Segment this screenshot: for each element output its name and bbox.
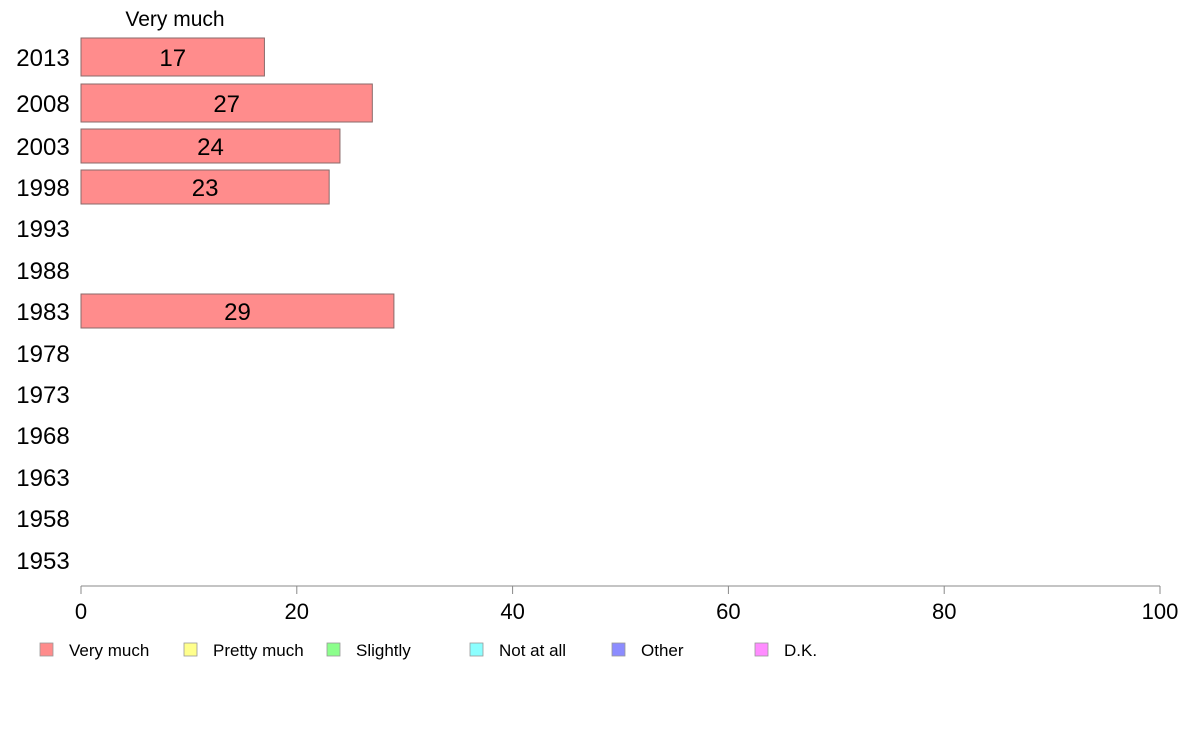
category-label: 2013 (16, 45, 69, 72)
category-label: 1998 (16, 175, 69, 202)
x-tick-label: 20 (285, 599, 309, 624)
legend-label: D.K. (784, 641, 817, 660)
category-label: 1978 (16, 341, 69, 368)
category-label: 1993 (16, 216, 69, 243)
x-tick-label: 60 (716, 599, 740, 624)
legend-swatch (326, 642, 341, 657)
bar-segment (80, 293, 395, 329)
legend-label: Pretty much (213, 641, 304, 660)
bar-value-label: 24 (197, 134, 224, 161)
category-label: 1953 (16, 548, 69, 575)
legend-swatch (183, 642, 198, 657)
legend-swatch (754, 642, 769, 657)
category-label: 1958 (16, 506, 69, 533)
bar-value-label: 17 (159, 45, 186, 72)
bar-value-label: 27 (213, 91, 240, 118)
category-label: 2008 (16, 91, 69, 118)
bar-value-label: 23 (192, 175, 219, 202)
bar-segment (80, 128, 341, 164)
x-tick-label: 100 (1142, 599, 1179, 624)
x-tick-label: 0 (75, 599, 87, 624)
category-label: 1973 (16, 382, 69, 409)
bar-segment (80, 37, 265, 77)
category-label: 2003 (16, 134, 69, 161)
x-tick-label: 40 (500, 599, 524, 624)
bar-segment (80, 83, 373, 123)
segment-header-label: Very much (125, 8, 224, 31)
category-label: 1988 (16, 258, 69, 285)
bar-segment (80, 169, 330, 205)
legend-swatch (469, 642, 484, 657)
legend-swatch (39, 642, 54, 657)
legend-label: Not at all (499, 641, 566, 660)
category-label: 1963 (16, 465, 69, 492)
legend-label: Other (641, 641, 684, 660)
category-label: 1968 (16, 423, 69, 450)
x-tick-label: 80 (932, 599, 956, 624)
legend-swatch (611, 642, 626, 657)
legend-label: Very much (69, 641, 149, 660)
bar-value-label: 29 (224, 299, 251, 326)
category-label: 1983 (16, 299, 69, 326)
legend-label: Slightly (356, 641, 411, 660)
